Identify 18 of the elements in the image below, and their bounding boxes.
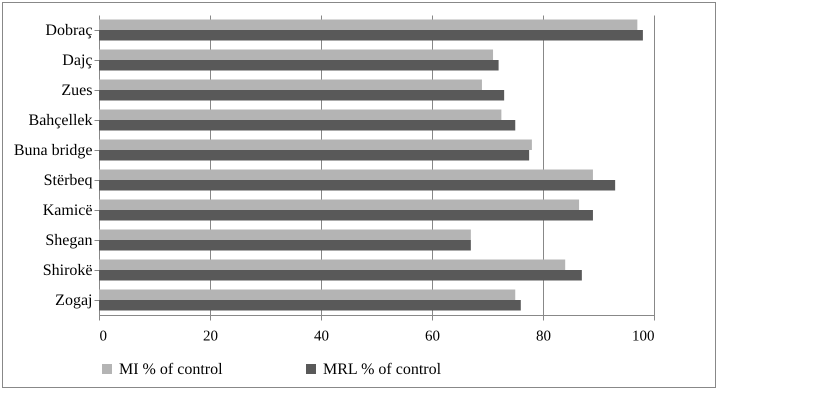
y-tick-label: Shegan [45,232,92,249]
x-tick-label: 40 [314,328,329,344]
y-tick-label: Dajç [62,52,92,69]
x-tick-label: 20 [203,328,218,344]
y-tick-label: Kamicë [42,202,92,219]
x-tick-label: 100 [632,328,654,344]
y-tick-label: Bahçellek [28,112,92,129]
x-tick-label: 60 [425,328,440,344]
y-tick-label: Zues [61,82,92,99]
x-tick-label: 80 [536,328,551,344]
y-tick-label: Buna bridge [14,142,92,159]
y-tick-label: Shirokë [42,262,92,279]
legend-label: MRL % of control [323,361,442,378]
y-tick-label: Zogaj [55,292,92,309]
legend-label: MI % of control [119,361,224,378]
y-tick-label: Stërbeq [44,172,92,189]
x-tick-label: 0 [100,328,107,344]
y-tick-label: Dobraç [45,22,92,39]
